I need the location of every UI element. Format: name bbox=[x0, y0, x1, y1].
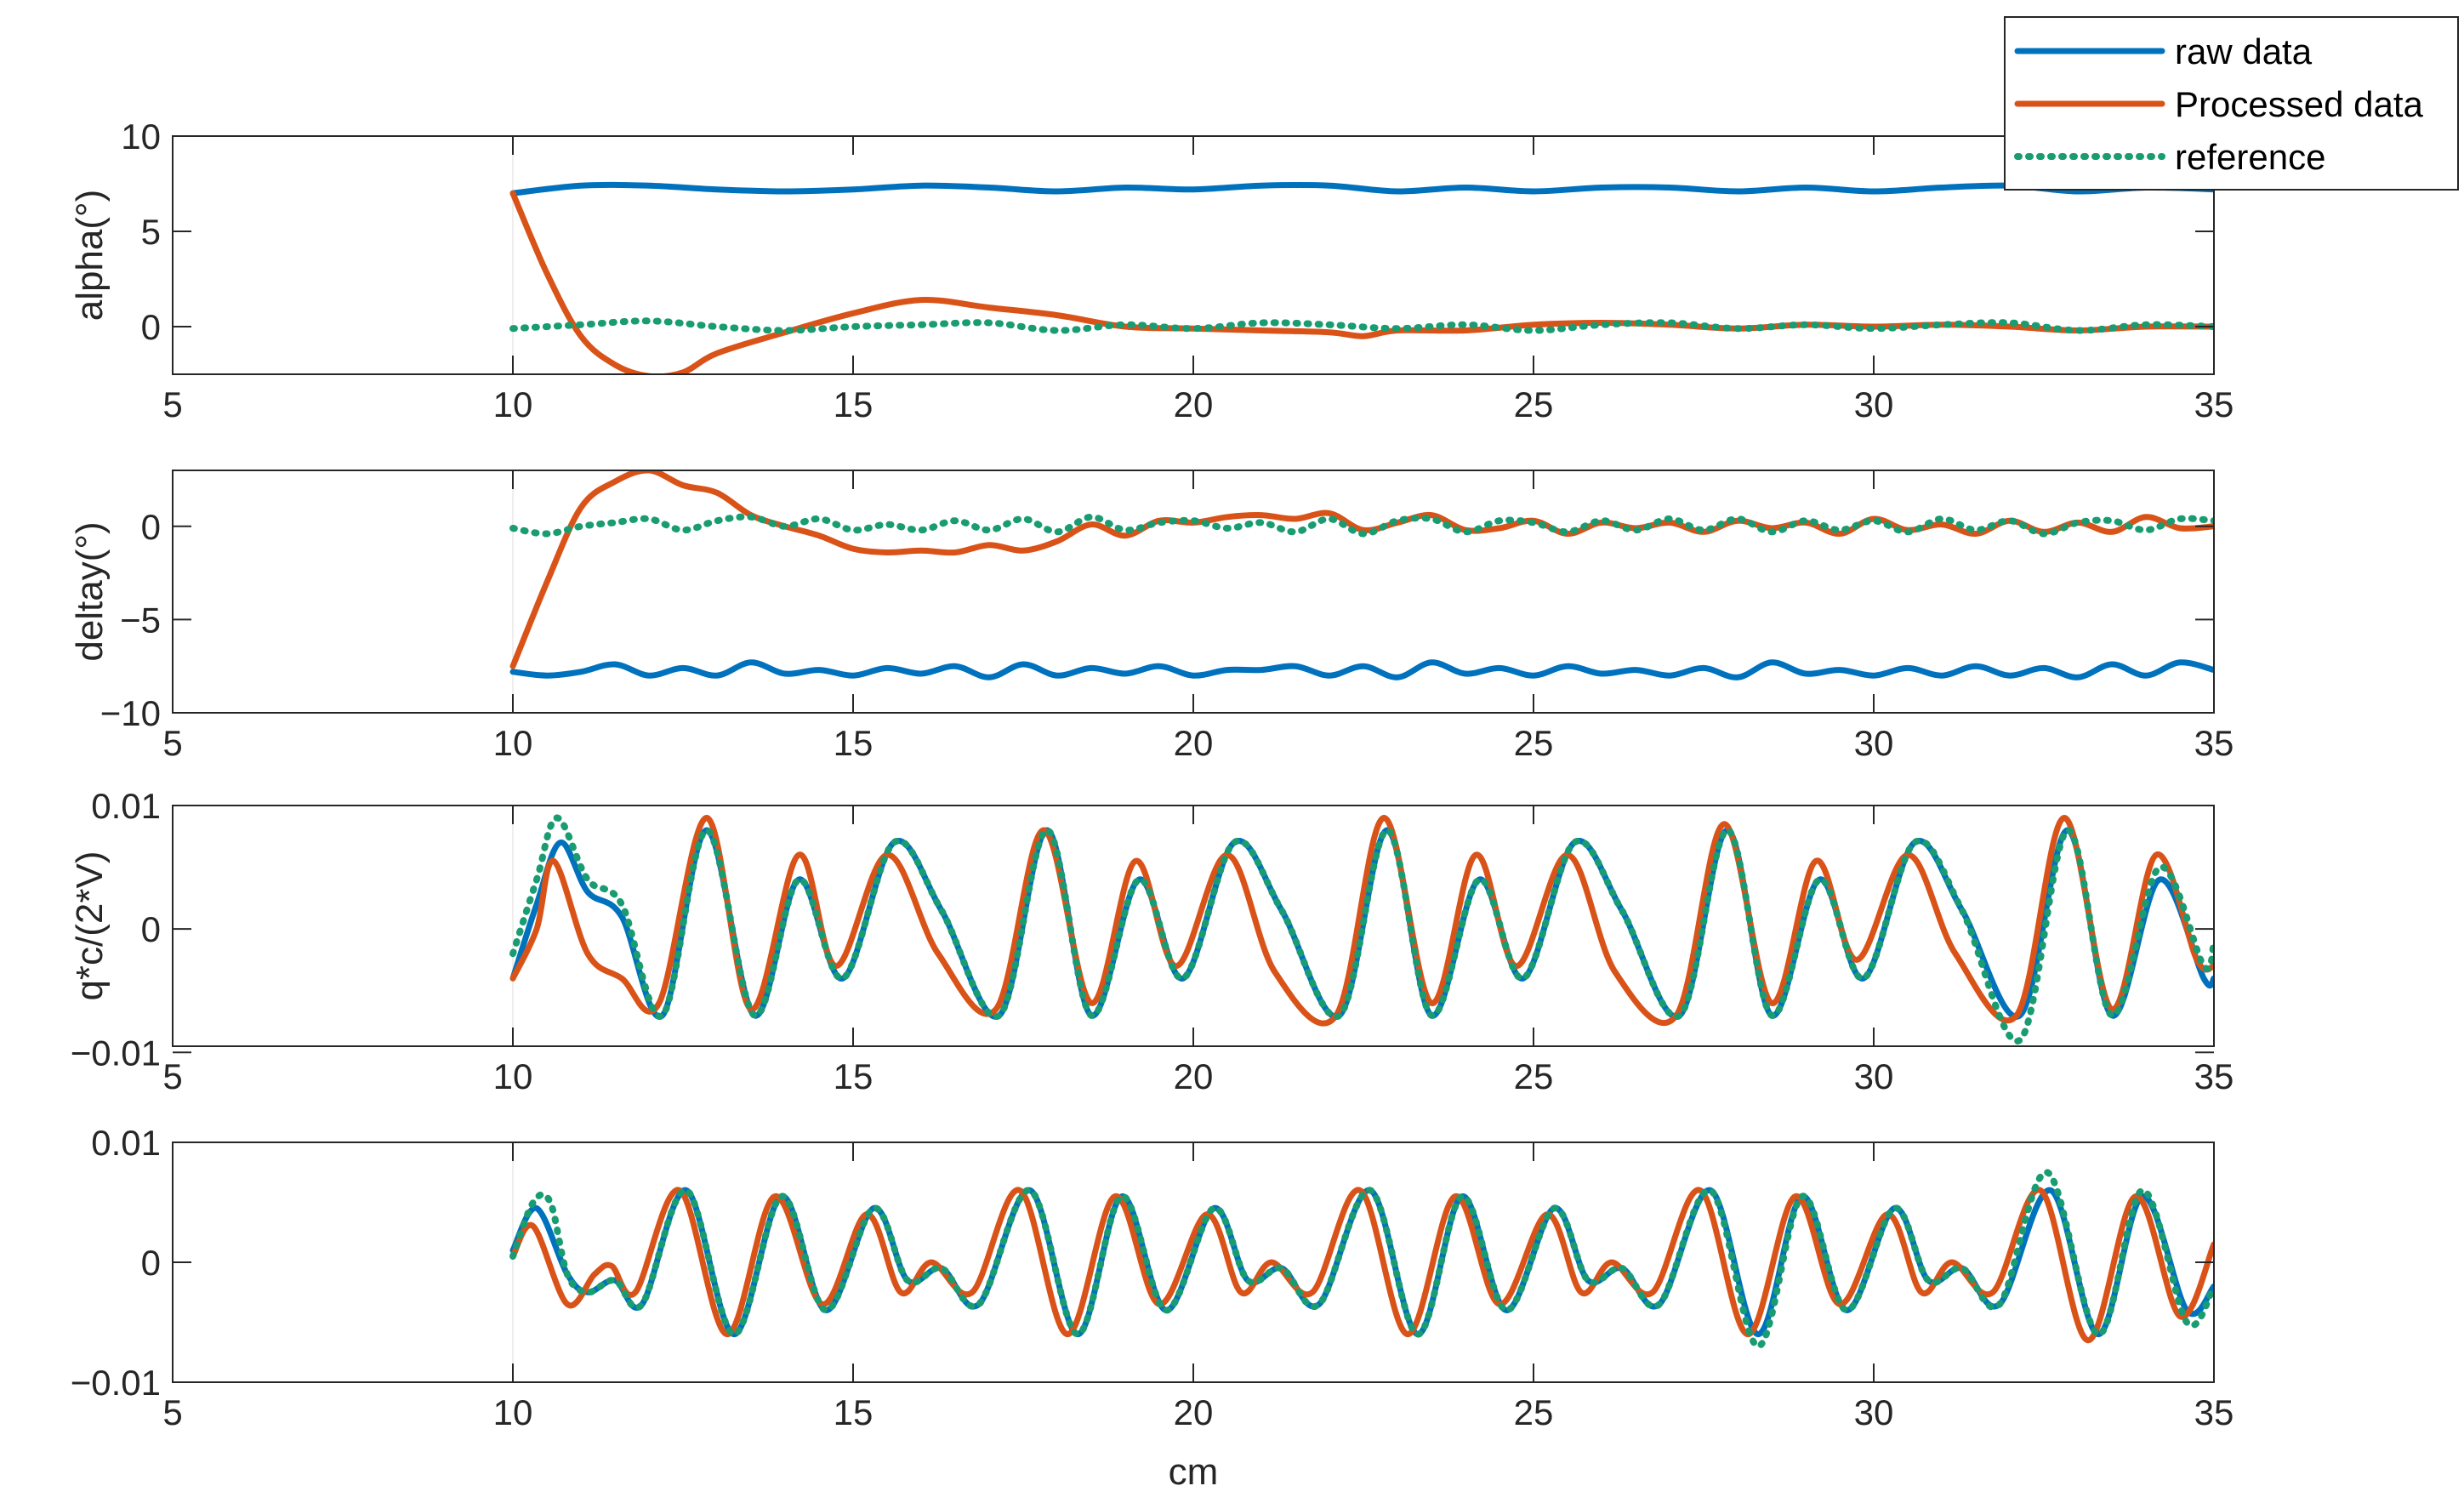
x-tick-label: 10 bbox=[493, 384, 533, 424]
x-tick-label: 10 bbox=[493, 723, 533, 763]
y-tick-label: 10 bbox=[121, 117, 161, 157]
y-tick-label: 0.01 bbox=[91, 786, 161, 826]
x-tick-label: 30 bbox=[1854, 1056, 1894, 1096]
x-tick-label: 35 bbox=[2194, 723, 2234, 763]
series-line-raw-data bbox=[509, 659, 2214, 680]
x-tick-label: 25 bbox=[1514, 1392, 1554, 1432]
x-tick-label: 30 bbox=[1854, 384, 1894, 424]
legend-label-raw-data: raw data bbox=[2175, 31, 2313, 71]
subplot-3: 5 10 15 20 25 30 35 −0.01 0 0.01 q*c/(2*V) bbox=[69, 786, 2234, 1096]
series-line-processed-data bbox=[509, 815, 2214, 1027]
x-tick-label: 30 bbox=[1854, 723, 1894, 763]
series-line-raw-data bbox=[509, 181, 2214, 196]
y-tick-label: 0 bbox=[141, 1243, 161, 1283]
y-tick-label: −10 bbox=[100, 693, 161, 733]
x-tick-label: 20 bbox=[1174, 384, 1214, 424]
x-tick-label: 15 bbox=[834, 384, 873, 424]
y-axis-label: q*c/(2*V) bbox=[69, 851, 111, 1000]
x-tick-label: 10 bbox=[493, 1056, 533, 1096]
legend-label-processed-data: Processed data bbox=[2175, 84, 2423, 124]
y-tick-label: 0 bbox=[141, 909, 161, 949]
y-tick-label: −0.01 bbox=[71, 1033, 161, 1073]
series-line-processed-data bbox=[509, 1187, 2214, 1344]
y-tick-label: 0 bbox=[141, 307, 161, 347]
y-tick-label: 0.01 bbox=[91, 1123, 161, 1163]
x-tick-label: 35 bbox=[2194, 1056, 2234, 1096]
y-tick-label: 5 bbox=[141, 212, 161, 252]
x-tick-label: 25 bbox=[1514, 1056, 1554, 1096]
series-line-reference bbox=[509, 1169, 2214, 1350]
x-tick-label: 20 bbox=[1174, 723, 1214, 763]
x-axis-label: cm bbox=[1169, 1451, 1219, 1493]
series-group bbox=[509, 814, 2214, 1045]
series-line-reference bbox=[509, 513, 2214, 538]
x-tick-label: 25 bbox=[1514, 723, 1554, 763]
y-axis-label: deltay(°) bbox=[69, 521, 111, 661]
x-tick-label: 5 bbox=[162, 384, 182, 424]
y-tick-label: −0.01 bbox=[71, 1363, 161, 1403]
x-tick-label: 25 bbox=[1514, 384, 1554, 424]
x-tick-label: 5 bbox=[162, 1056, 182, 1096]
x-tick-label: 5 bbox=[162, 723, 182, 763]
x-tick-label: 10 bbox=[493, 1392, 533, 1432]
subplot-4: 5 10 15 20 25 30 35 −0.01 0 0.01 bbox=[71, 1123, 2234, 1432]
series-group bbox=[509, 1169, 2214, 1350]
plot-area bbox=[173, 136, 2214, 374]
x-tick-label: 15 bbox=[834, 723, 873, 763]
subplot-2: 5 10 15 20 25 30 35 −10 −5 0 deltay(°) bbox=[69, 470, 2234, 763]
x-tick-label: 20 bbox=[1174, 1392, 1214, 1432]
legend-label-reference: reference bbox=[2175, 137, 2325, 177]
x-tick-label: 15 bbox=[834, 1392, 873, 1432]
legend: raw data Processed data reference bbox=[2004, 16, 2459, 191]
series-line-processed-data bbox=[509, 190, 2214, 374]
series-group bbox=[509, 181, 2214, 374]
y-axis-label: alpha(°) bbox=[69, 190, 111, 322]
x-tick-label: 5 bbox=[162, 1392, 182, 1432]
x-tick-label: 35 bbox=[2194, 384, 2234, 424]
x-tick-label: 30 bbox=[1854, 1392, 1894, 1432]
y-tick-label: 0 bbox=[141, 507, 161, 547]
x-tick-label: 35 bbox=[2194, 1392, 2234, 1432]
x-tick-label: 20 bbox=[1174, 1056, 1214, 1096]
y-tick-label: −5 bbox=[120, 600, 161, 640]
series-line-reference bbox=[509, 814, 2214, 1045]
series-group bbox=[509, 470, 2214, 680]
x-tick-label: 15 bbox=[834, 1056, 873, 1096]
series-line-reference bbox=[509, 317, 2214, 334]
